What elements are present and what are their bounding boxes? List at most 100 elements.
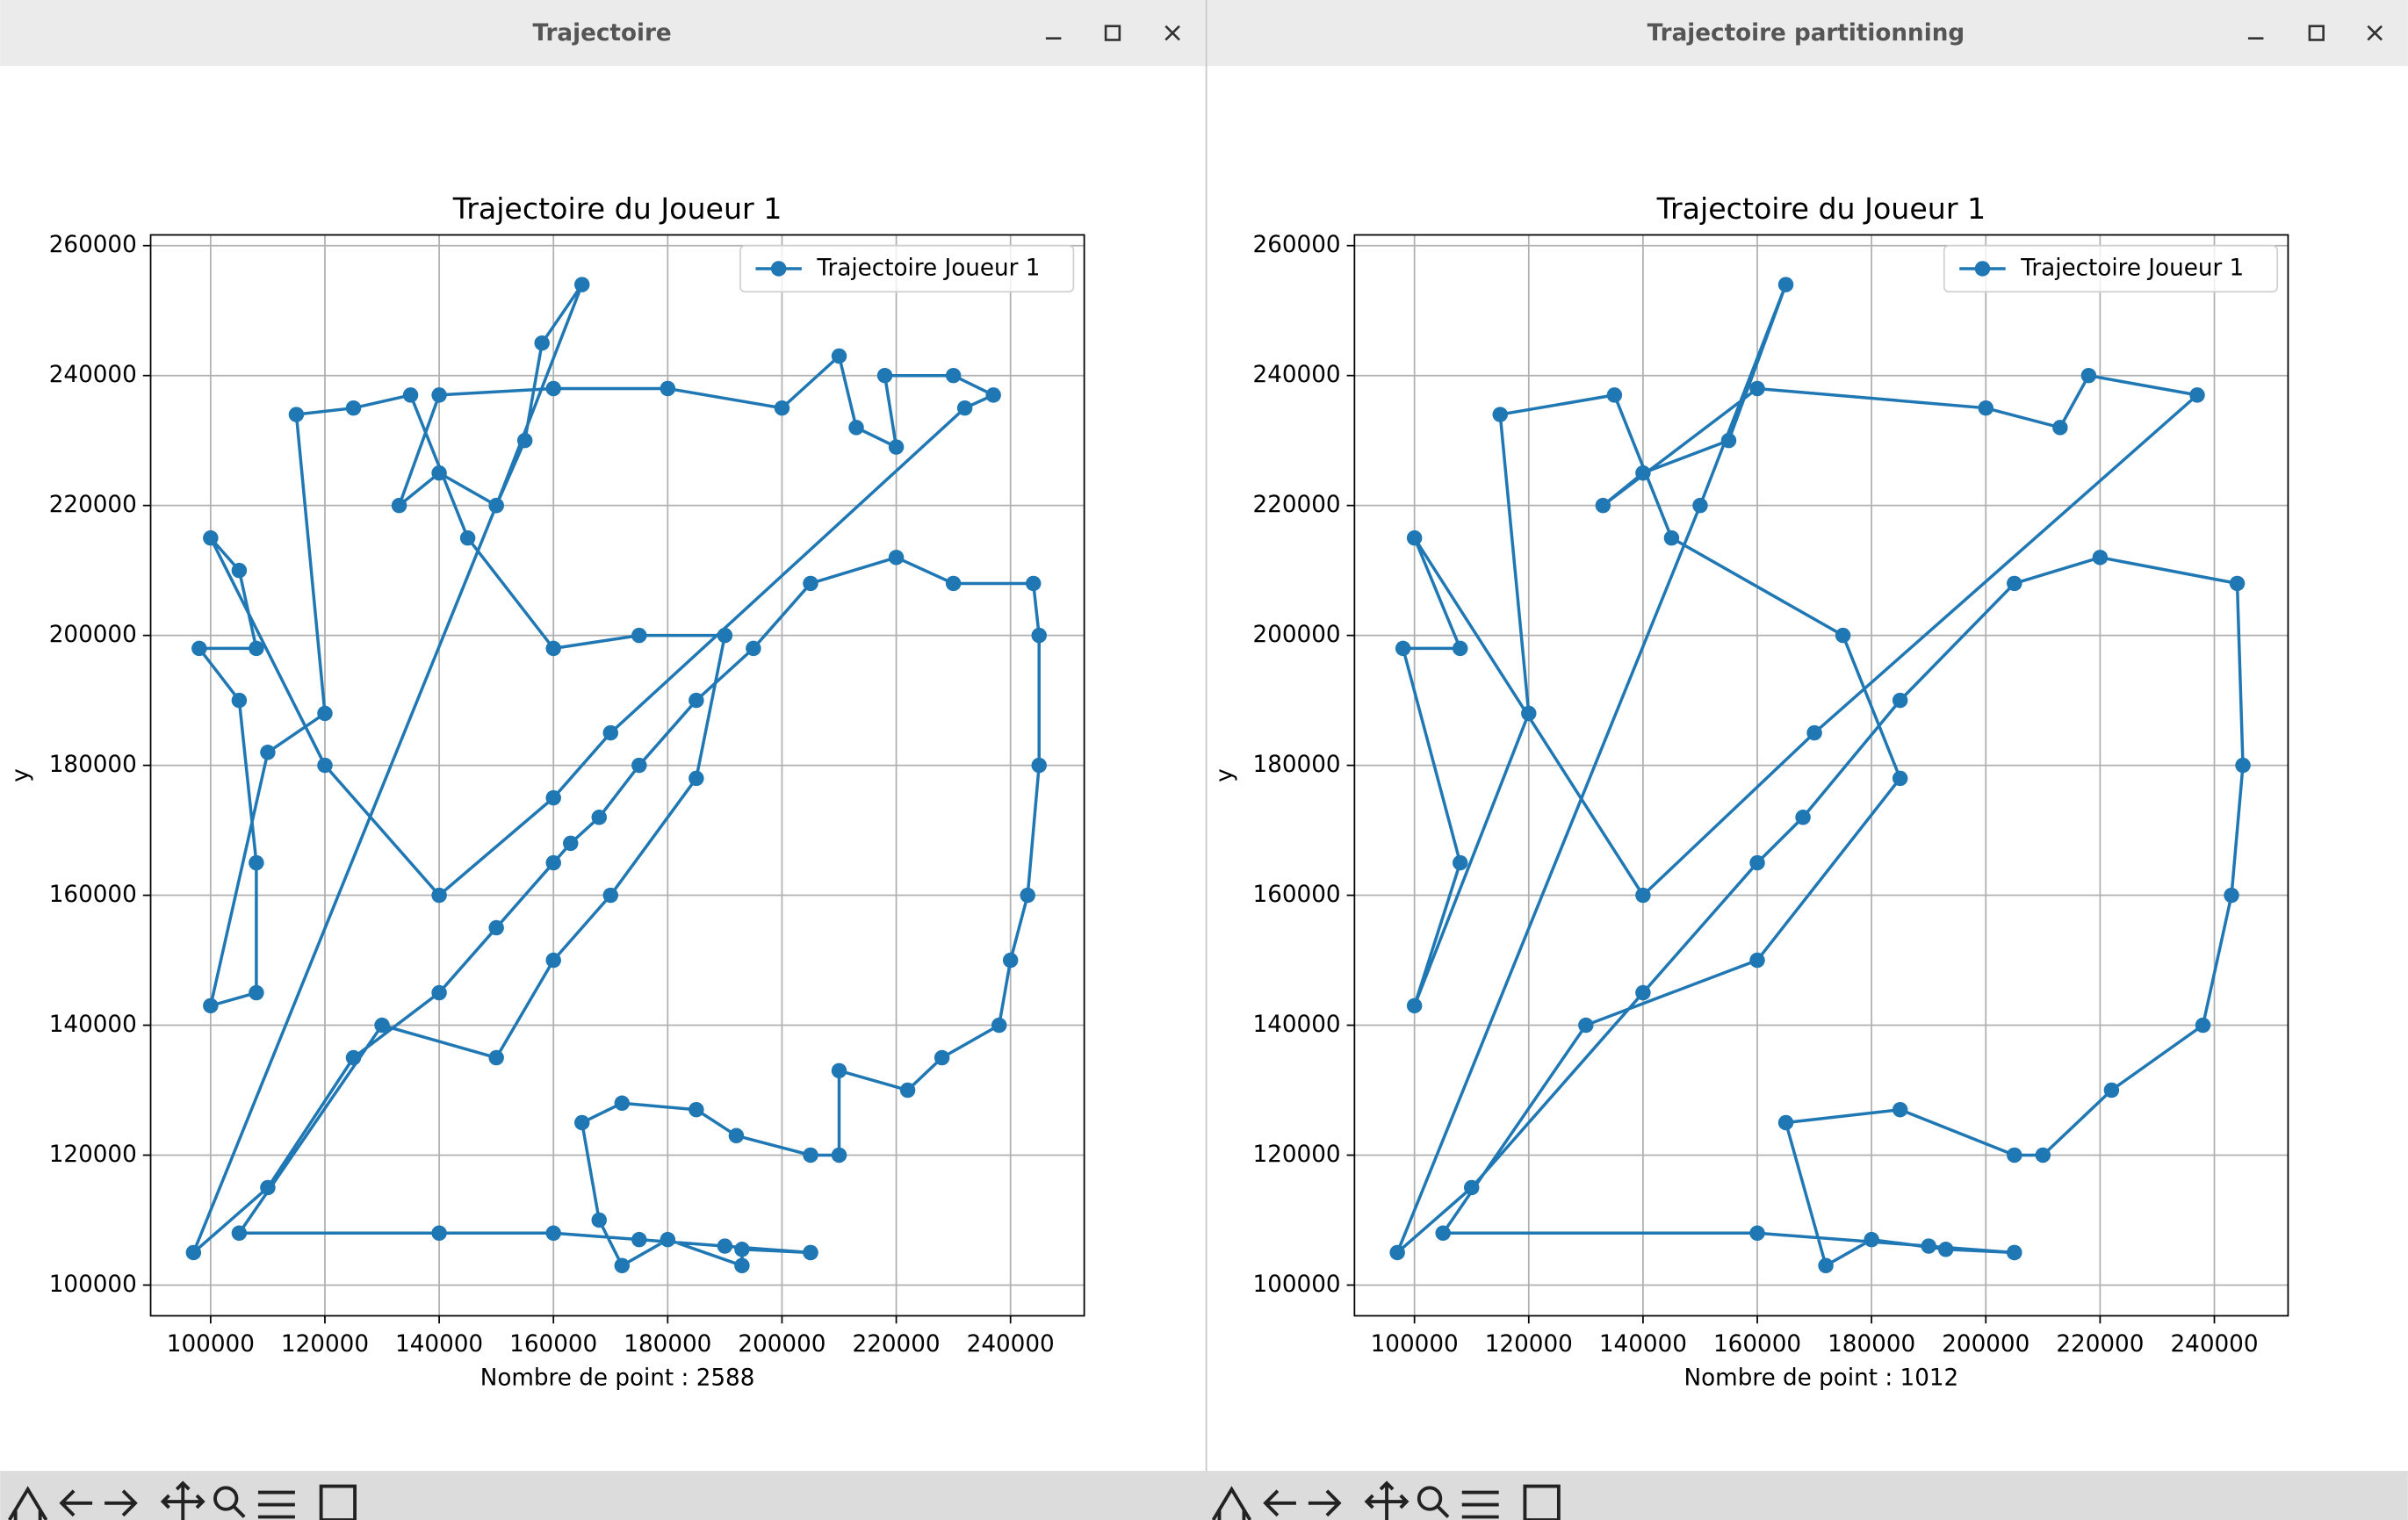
point-marker	[1406, 998, 1423, 1014]
y-tick-label: 240000	[49, 362, 137, 388]
point-marker	[431, 1225, 447, 1242]
point-marker	[631, 1231, 647, 1248]
chart-title: Trajectoire du Joueur 1	[1656, 191, 1986, 226]
legend-marker	[770, 261, 787, 277]
y-tick-label: 240000	[1253, 362, 1341, 388]
trajectory-line	[1395, 284, 2245, 1268]
point-marker	[431, 887, 447, 904]
point-marker	[249, 984, 264, 1001]
point-marker	[1031, 757, 1047, 774]
point-marker	[689, 770, 704, 787]
legend-label: Trajectoire Joueur 1	[2020, 255, 2244, 281]
plot-area	[1389, 277, 2251, 1274]
point-marker	[831, 1147, 847, 1163]
back-button[interactable]	[59, 1489, 93, 1517]
point-marker	[774, 400, 790, 416]
x-tick-label: 180000	[624, 1331, 711, 1358]
axes-frame	[1353, 234, 2289, 1317]
point-marker	[1463, 1179, 1480, 1196]
chart-title: Trajectoire du Joueur 1	[452, 191, 782, 226]
point-marker	[1795, 810, 1811, 825]
point-marker	[1020, 887, 1035, 904]
point-marker	[717, 627, 733, 644]
point-marker	[1892, 692, 1908, 709]
x-axis-label: Nombre de point : 2588	[480, 1365, 755, 1392]
configure-button[interactable]	[257, 1490, 295, 1519]
zoom-button[interactable]	[213, 1486, 239, 1511]
point-marker	[1818, 1257, 1834, 1274]
y-tick-label: 220000	[1253, 492, 1341, 518]
y-tick-label: 220000	[49, 492, 137, 518]
point-marker	[545, 1225, 561, 1242]
point-marker	[631, 627, 647, 644]
y-tick-label: 120000	[1253, 1142, 1341, 1168]
point-marker	[2007, 1244, 2022, 1261]
point-marker	[934, 1049, 950, 1066]
point-marker	[545, 640, 561, 657]
maximize-button[interactable]	[2308, 25, 2325, 41]
point-marker	[2052, 420, 2068, 436]
zoom-handle	[232, 1504, 246, 1518]
point-marker	[2189, 387, 2205, 403]
legend-box	[1943, 244, 2279, 293]
point-marker	[374, 1017, 390, 1034]
point-marker	[1777, 1114, 1794, 1131]
point-marker	[260, 745, 276, 760]
point-marker	[945, 575, 962, 592]
y-axis-label: y	[8, 768, 34, 782]
point-marker	[831, 1063, 847, 1079]
point-marker	[888, 439, 905, 455]
point-marker	[203, 998, 219, 1014]
close-button[interactable]	[1164, 25, 1180, 41]
pan-button[interactable]	[160, 1480, 205, 1520]
save-button[interactable]	[319, 1484, 357, 1520]
y-tick-label: 140000	[49, 1012, 137, 1038]
x-tick-label: 200000	[738, 1331, 825, 1358]
point-marker	[1435, 1225, 1451, 1242]
point-marker	[231, 1225, 248, 1242]
x-tick-label: 220000	[2056, 1331, 2144, 1358]
x-tick-label: 100000	[1371, 1331, 1459, 1358]
toolbar-icons	[8, 1480, 357, 1520]
window-1-titlebar: Trajectoire	[0, 0, 1206, 67]
point-marker	[431, 387, 447, 403]
x-tick-label: 180000	[1828, 1331, 1915, 1358]
point-marker	[345, 400, 362, 416]
point-marker	[848, 420, 864, 436]
point-marker	[345, 1049, 362, 1066]
point-marker	[2235, 757, 2251, 774]
maximize-button[interactable]	[1104, 25, 1121, 41]
point-marker	[1389, 1244, 1405, 1261]
y-tick-label: 160000	[49, 882, 137, 908]
point-marker	[1921, 1238, 1936, 1254]
point-marker	[602, 887, 619, 904]
point-marker	[1521, 705, 1537, 722]
point-marker	[991, 1017, 1007, 1034]
point-marker	[488, 497, 504, 514]
point-marker	[591, 1212, 608, 1228]
home-button[interactable]	[8, 1486, 48, 1520]
point-marker	[249, 640, 264, 657]
point-marker	[1892, 1101, 1908, 1118]
point-marker	[1031, 627, 1047, 644]
chart: 100000 120000 140000 160000 180000 200000 2200…	[8, 191, 1085, 1392]
point-marker	[1937, 1242, 1954, 1257]
point-marker	[1978, 400, 1994, 416]
point-marker	[1635, 984, 1651, 1001]
y-tick-label: 200000	[1253, 622, 1341, 648]
close-button[interactable]	[2367, 25, 2383, 41]
point-marker	[888, 550, 905, 565]
forward-button[interactable]	[105, 1489, 138, 1517]
point-marker	[2080, 367, 2097, 384]
point-marker	[545, 380, 561, 397]
point-marker	[545, 789, 561, 806]
point-marker	[1749, 854, 1765, 871]
point-marker	[545, 952, 561, 969]
point-marker	[803, 1147, 818, 1163]
point-marker	[1578, 1017, 1594, 1034]
point-marker	[614, 1257, 631, 1274]
point-marker	[317, 757, 333, 774]
chart: 100000 120000 140000 160000 180000 200000 2200…	[1212, 191, 2289, 1392]
point-marker	[831, 348, 847, 364]
legend-box	[739, 244, 1075, 293]
